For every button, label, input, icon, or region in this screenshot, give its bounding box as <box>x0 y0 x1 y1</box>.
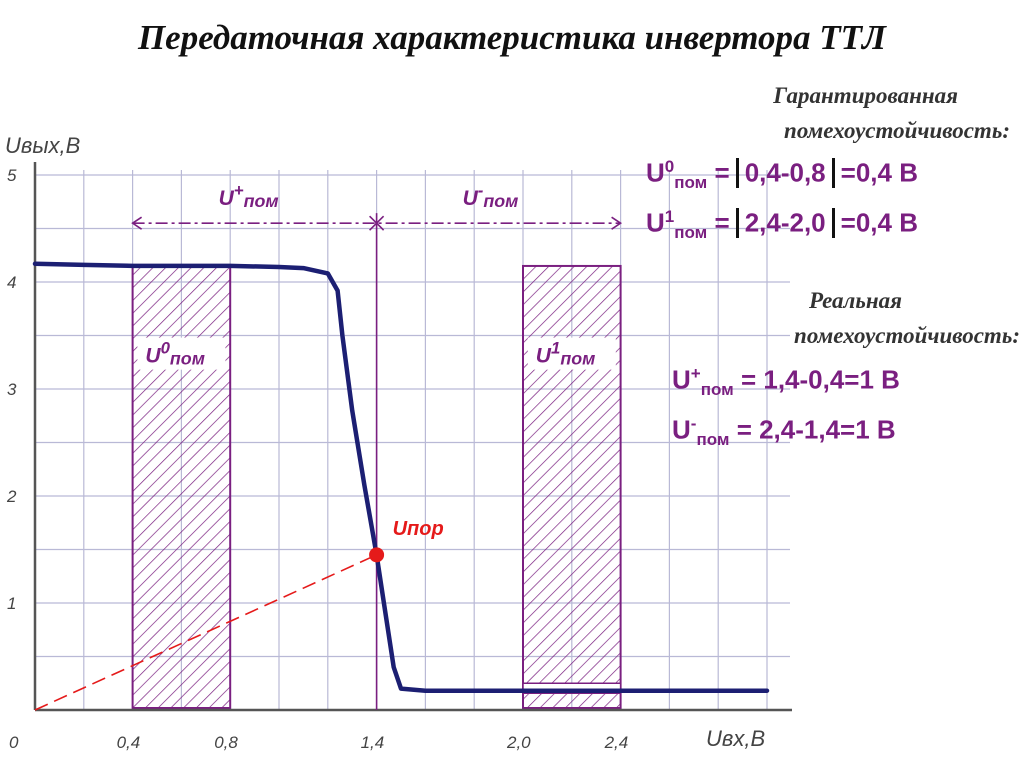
guaranteed-formula-0: U0пом = 0,4-0,8 =0,4 В <box>646 157 918 192</box>
low-level-band <box>522 682 622 694</box>
margin-label: U+пом <box>219 181 279 211</box>
noise-region <box>131 264 232 709</box>
real-heading-line1: Реальная <box>808 288 902 313</box>
y-tick-label: 4 <box>7 273 16 292</box>
threshold-label: Uпор <box>393 518 444 540</box>
x-tick-label: 2,0 <box>506 733 531 752</box>
y-tick-label: 5 <box>7 166 17 185</box>
abs-bar <box>831 157 835 188</box>
guaranteed-block: Гарантированная помехоустойчивость: U0по… <box>600 78 1010 250</box>
x-tick-label: 1,4 <box>361 733 385 752</box>
guaranteed-heading-line2: помехоустойчивость: <box>784 118 1010 143</box>
threshold-point <box>369 547 385 563</box>
chart-marks: U+пом U-пом Uпор <box>32 181 770 711</box>
abs-bar <box>735 157 739 188</box>
real-block: Реальная помехоустойчивость: U+пом = 1,4… <box>600 283 1020 457</box>
transfer-characteristic-chart: U0пом U1пом 1 2 3 4 5 0 0,4 0,8 1,4 2,0 2,4 Uвых,В Uв… <box>5 133 792 752</box>
x-tick-label: 2,4 <box>604 733 629 752</box>
x-tick-label: 0,4 <box>117 733 141 752</box>
guaranteed-formula-1: U1пом = 2,4-2,0 =0,4 В <box>646 206 918 242</box>
region-label: U1пом <box>536 338 596 368</box>
x-tick-label: 0 <box>9 733 19 752</box>
x-axis-label: Uвх,В <box>706 726 765 751</box>
y-tick-label: 2 <box>6 487 17 506</box>
x-tick-label: 0,8 <box>214 733 238 752</box>
y-tick-label: 1 <box>7 594 16 613</box>
noise-margin-regions: U0пом U1пом <box>131 264 622 709</box>
margin-label: U-пом <box>463 181 519 211</box>
transfer-curve <box>32 261 770 693</box>
y-tick-label: 3 <box>7 380 17 399</box>
region-label: U0пом <box>145 338 205 368</box>
real-formula-minus: U-пом = 2,4-1,4=1 В <box>672 413 896 449</box>
guaranteed-heading-line1: Гарантированная <box>773 83 958 108</box>
y-axis-label: Uвых,В <box>5 133 80 158</box>
region-label-bg <box>137 337 226 370</box>
abs-bar <box>831 207 835 238</box>
slide-title: Передаточная характеристика инвертора ТТ… <box>137 18 887 57</box>
real-formula-plus: U+пом = 1,4-0,4=1 В <box>672 364 900 399</box>
region-label-bg <box>527 337 616 370</box>
axes: 1 2 3 4 5 0 0,4 0,8 1,4 2,0 2,4 Uвых,В Uвх,В <box>5 133 792 752</box>
margin-arrowhead <box>131 216 143 230</box>
margin-arrowhead <box>611 216 623 230</box>
abs-bar <box>735 207 739 238</box>
real-heading-line2: помехоустойчивость: <box>794 323 1020 348</box>
